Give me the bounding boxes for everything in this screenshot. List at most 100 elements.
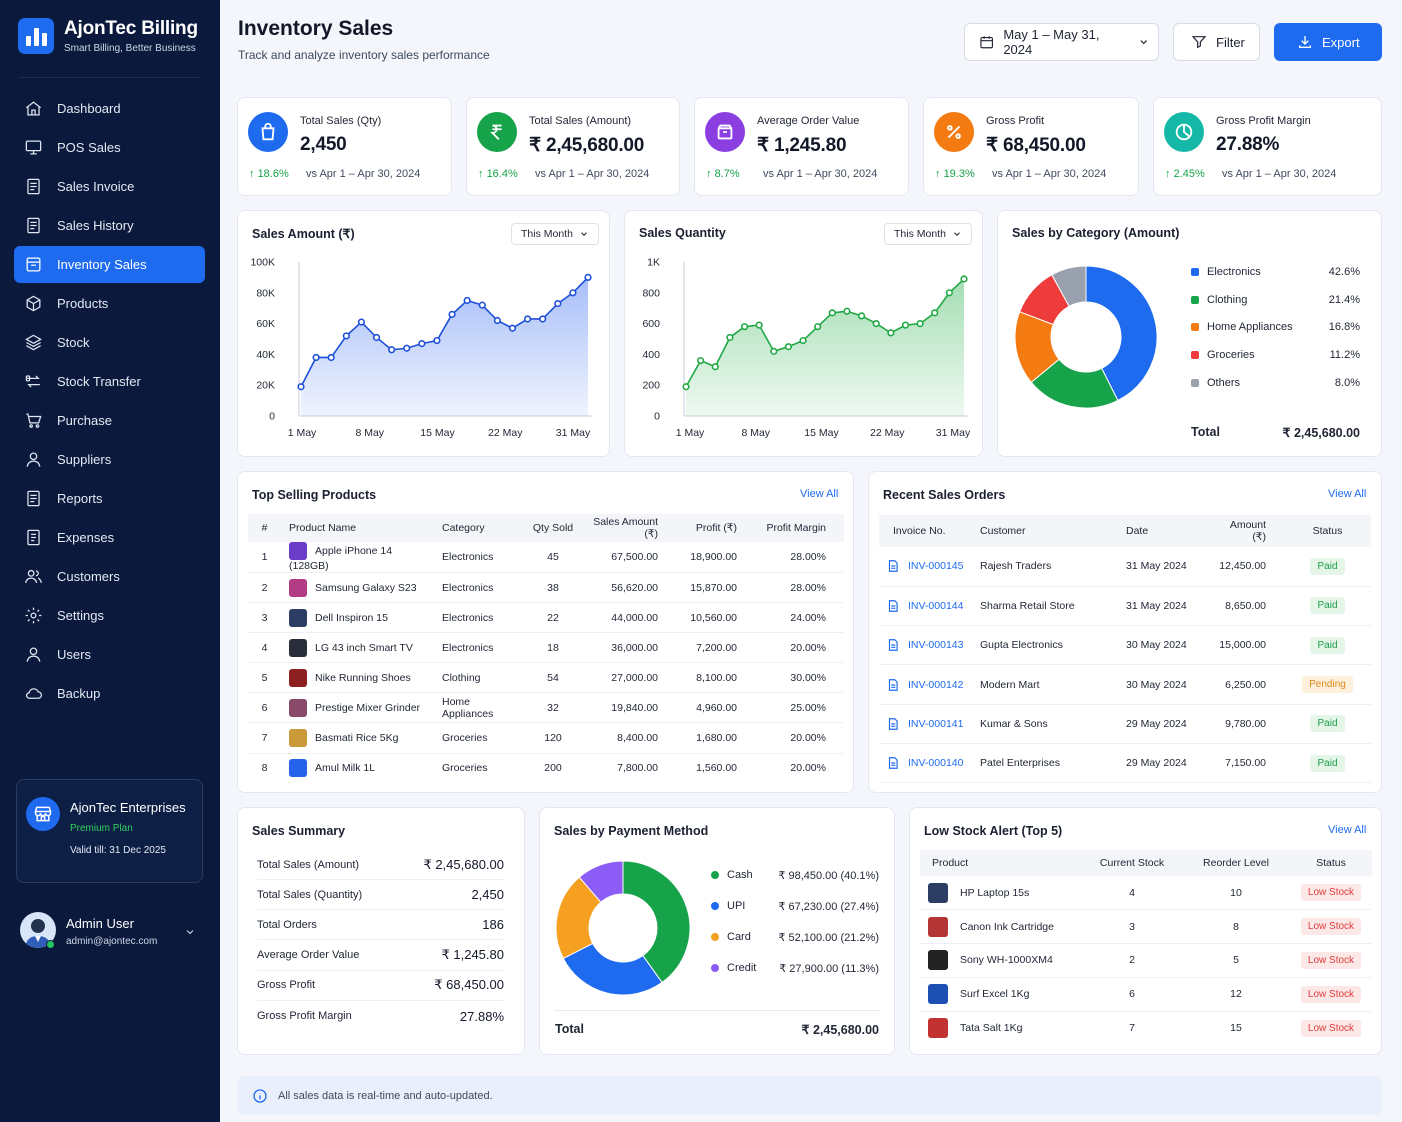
plan-tier: Premium Plan [70,823,133,834]
table-cell: Paid [1284,626,1371,665]
column-header: Category [442,522,485,534]
table-cell: 24.00% [790,611,826,624]
table-cell: Surf Excel 1Kg [920,977,1082,1011]
kpi-delta: ↑ 19.3% [935,168,975,180]
legend-value: ₹ 67,230.00 (27.4%) [778,901,879,913]
table-row[interactable]: Surf Excel 1Kg 6 12 Low Stock [920,977,1372,1012]
arrow-up-icon: ↑ [249,168,255,180]
legend-swatch [1191,323,1199,332]
column-header: Status [1312,525,1343,537]
sidebar-item-stock[interactable]: Stock [14,324,205,361]
top-products-card: Top Selling Products View All # Product N… [237,471,854,793]
info-icon [253,1088,267,1103]
legend-label: Clothing [1207,293,1248,306]
data-point [931,309,939,317]
sidebar-item-purchase[interactable]: Purchase [14,401,205,438]
table-row[interactable]: INV-000145 Rajesh Traders 31 May 2024 12,45… [879,547,1371,587]
sidebar-item-sales-invoice[interactable]: Sales Invoice [14,168,205,205]
table-cell: Low Stock [1290,944,1372,978]
sidebar-item-expenses[interactable]: Expenses [14,518,205,555]
table-row[interactable]: 3 Dell Inspiron 15 Electronics 22 44,000.00 1… [248,603,844,633]
table-row[interactable]: 6 Prestige Mixer Grinder Home Appliances 32… [248,693,844,723]
kpi-delta: ↑ 16.4% [478,168,518,180]
sidebar-item-dashboard[interactable]: Dashboard [14,90,205,127]
filter-button[interactable]: Filter [1173,23,1260,61]
legend-swatch [1191,351,1199,360]
kpi-card: Gross Profit Margin 27.88% ↑ 2.45% vs Ap… [1153,97,1382,196]
sidebar-item-label: Inventory Sales [57,256,147,272]
legend-label: Others [1207,376,1241,389]
summary-value: ₹ 1,245.80 [441,947,505,963]
table-row[interactable]: INV-000143 Gupta Electronics 30 May 2024 15… [879,626,1371,665]
sidebar-item-settings[interactable]: Settings [14,596,205,633]
brand[interactable]: AjonTec Billing Smart Billing, Better Bu… [18,18,198,54]
table-row[interactable]: 7 Basmati Rice 5Kg Groceries 120 8,400.00 1,6… [248,723,844,754]
data-point [508,324,517,332]
invoice-link[interactable]: INV-000143 [908,639,964,652]
table-row[interactable]: INV-000144 Sharma Retail Store 31 May 2024… [879,586,1371,626]
table-cell: HP Laptop 15s [920,876,1082,910]
top-products-view-all[interactable]: View All [800,488,839,500]
donut-slice-others [1051,265,1087,308]
low-stock-view-all[interactable]: View All [1328,824,1367,836]
user-menu[interactable]: Admin User admin@ajontec.com [20,912,200,952]
table-cell: Home Appliances [442,695,494,720]
table-row[interactable]: INV-000142 Modern Mart 30 May 2024 6,250.00… [879,665,1371,705]
table-cell: 15,000.00 [1219,639,1266,652]
invoice-link[interactable]: INV-000140 [908,756,964,769]
table-row[interactable]: 5 Nike Running Shoes Clothing 54 27,000.00 8,… [248,663,844,693]
payment-donut-chart [555,860,691,996]
sidebar-item-reports[interactable]: Reports [14,479,205,516]
invoice-link[interactable]: INV-000145 [908,560,964,573]
sidebar-item-users[interactable]: Users [14,635,205,672]
sales-quantity-period-dropdown[interactable]: This Month [884,223,972,245]
page-subtitle: Track and analyze inventory sales perfor… [238,48,490,62]
sidebar-item-suppliers[interactable]: Suppliers [14,440,205,477]
invoice-link[interactable]: INV-000144 [908,599,964,612]
table-row[interactable]: INV-000141 Kumar & Sons 29 May 2024 9,780.0… [879,704,1371,744]
category-chart-title: Sales by Category (Amount) [1012,226,1180,240]
sales-amount-period-dropdown[interactable]: This Month [511,223,599,245]
sidebar-item-customers[interactable]: Customers [14,557,205,594]
invoice-link[interactable]: INV-000142 [908,678,964,691]
sidebar-item-inventory-sales[interactable]: Inventory Sales [14,245,205,283]
export-button[interactable]: Export [1274,23,1382,61]
box-icon [26,295,41,312]
sidebar-item-backup[interactable]: Backup [14,674,205,711]
date-range-picker[interactable]: May 1 – May 31, 2024 [964,23,1159,61]
table-row[interactable]: 4 LG 43 inch Smart TV Electronics 18 36,000.… [248,633,844,663]
calendar-icon [980,36,993,49]
invoice-link[interactable]: INV-000141 [908,717,964,730]
table-cell: 7,800.00 [617,762,658,775]
sidebar-item-sales-history[interactable]: Sales History [14,207,205,244]
table-cell: Electronics [442,641,494,654]
table-row[interactable]: Tata Salt 1Kg 7 15 Low Stock [920,1011,1372,1045]
y-tick-label: 40K [256,349,275,361]
table-cell: 28.00% [790,551,826,563]
table-row[interactable]: HP Laptop 15s 4 10 Low Stock [920,876,1372,910]
chevron-down-icon[interactable] [184,926,196,938]
data-point [448,310,456,318]
period-label: This Month [894,228,946,240]
sidebar-item-stock-transfer[interactable]: Stock Transfer [14,363,205,400]
category-total-value: ₹ 2,45,680.00 [1282,426,1360,440]
data-point [857,312,866,320]
table-cell: 20.00% [790,732,826,745]
table-row[interactable]: 2 Samsung Galaxy S23 Electronics 38 56,620.0… [248,573,844,603]
x-tick-label: 22 May [870,427,905,439]
plan-company: AjonTec Enterprises [70,800,186,815]
table-row[interactable]: INV-000140 Patel Enterprises 29 May 2024 7,… [879,743,1371,783]
summary-row: Total Orders 186 [257,910,504,941]
sidebar-item-label: Suppliers [57,451,112,467]
table-row[interactable]: Canon Ink Cartridge 3 8 Low Stock [920,910,1372,944]
sidebar-item-pos-sales[interactable]: POS Sales [14,129,205,166]
table-row[interactable]: 1 Apple iPhone 14 (128GB) Electronics 45 67,… [248,542,844,573]
data-point [887,329,895,337]
legend-label: Card [727,931,751,943]
sidebar-item-products[interactable]: Products [14,285,205,322]
table-cell: 8,400.00 [617,732,658,745]
table-row[interactable]: Sony WH-1000XM4 2 5 Low Stock [920,944,1372,978]
recent-orders-view-all[interactable]: View All [1328,488,1367,500]
category-total-label: Total [1191,425,1220,439]
table-row[interactable]: 8 Amul Milk 1L Groceries 200 7,800.00 1,560.0… [248,753,844,783]
